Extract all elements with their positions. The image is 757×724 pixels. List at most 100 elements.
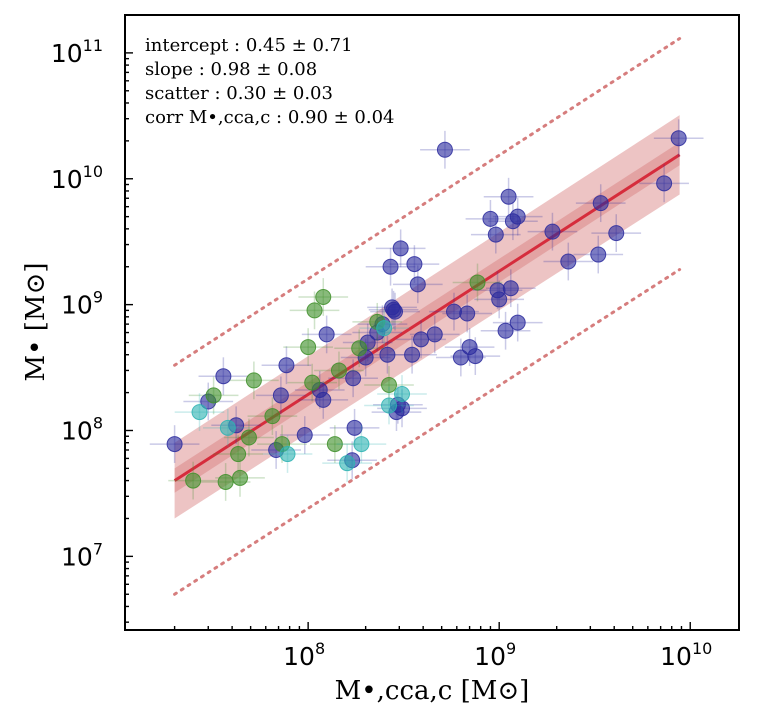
point-marker — [445, 303, 462, 320]
point-marker — [215, 368, 232, 385]
point-marker — [487, 226, 504, 243]
y-tick-label: 107 — [61, 539, 103, 571]
point-marker — [315, 288, 332, 305]
data-point — [452, 263, 503, 302]
point-marker — [509, 208, 526, 225]
point-marker — [560, 253, 577, 270]
data-point — [261, 346, 312, 385]
point-marker — [166, 436, 183, 453]
point-marker — [592, 195, 609, 212]
point-marker — [406, 256, 423, 273]
point-marker — [339, 455, 356, 472]
data-point — [298, 278, 349, 316]
point-marker — [296, 427, 313, 444]
data-point — [168, 461, 218, 500]
points-layer — [149, 119, 704, 501]
data-point — [483, 177, 534, 216]
data-point — [409, 315, 460, 354]
data-point — [262, 435, 313, 473]
data-point — [359, 309, 409, 348]
point-marker — [353, 436, 370, 453]
point-marker — [240, 429, 257, 446]
data-point — [336, 425, 387, 463]
point-marker — [544, 223, 561, 240]
data-point — [322, 444, 372, 483]
data-point — [375, 229, 426, 268]
y-tick-label: 1011 — [51, 36, 103, 68]
point-marker — [387, 303, 404, 320]
annotation-corr: corr M•,cca,c : 0.90 ± 0.04 — [145, 107, 395, 128]
point-marker — [185, 472, 202, 489]
point-marker — [300, 339, 317, 356]
annotation-slope: slope : 0.98 ± 0.08 — [145, 59, 317, 80]
data-point — [328, 359, 378, 398]
data-point — [283, 328, 333, 366]
point-marker — [279, 446, 296, 463]
point-marker — [656, 175, 673, 192]
data-point — [215, 459, 265, 497]
data-point — [365, 247, 416, 286]
data-point — [420, 130, 470, 169]
point-marker — [315, 391, 332, 408]
data-point — [256, 376, 306, 415]
x-tick-label: 109 — [474, 639, 516, 671]
data-point — [653, 119, 704, 158]
data-point — [198, 357, 249, 396]
point-marker — [304, 374, 321, 391]
point-marker — [590, 246, 607, 263]
point-marker — [272, 387, 289, 404]
point-marker — [500, 188, 517, 205]
point-marker — [217, 473, 234, 490]
data-point — [224, 418, 274, 457]
point-marker — [245, 372, 262, 389]
data-point — [480, 311, 531, 350]
point-marker — [469, 274, 486, 291]
x-axis-title: M•,cca,c [M⊙] — [335, 676, 530, 706]
data-point — [389, 245, 440, 283]
data-point — [279, 416, 330, 454]
point-marker — [379, 346, 396, 363]
point-marker — [351, 340, 368, 357]
data-point — [465, 199, 516, 238]
data-point — [450, 337, 501, 375]
data-point — [301, 315, 352, 354]
data-point — [364, 386, 414, 425]
point-marker — [345, 370, 362, 387]
data-point — [314, 351, 364, 390]
point-marker — [497, 322, 514, 339]
data-point — [229, 361, 279, 400]
data-point — [334, 329, 385, 368]
data-point — [575, 184, 626, 223]
data-point — [442, 294, 493, 333]
point-marker — [326, 436, 343, 453]
y-tick-label: 109 — [61, 288, 103, 320]
point-marker — [264, 408, 281, 425]
data-point — [527, 212, 578, 251]
y-tick-label: 108 — [61, 413, 103, 445]
data-point — [149, 425, 200, 463]
point-marker — [670, 130, 687, 147]
point-marker — [278, 357, 295, 374]
x-tick-label: 108 — [283, 639, 325, 671]
data-point — [492, 303, 543, 342]
data-point — [492, 197, 543, 236]
x-tick-label: 1010 — [660, 639, 712, 671]
point-marker — [459, 305, 476, 322]
point-marker — [346, 419, 363, 436]
point-marker — [502, 280, 519, 297]
point-marker — [318, 326, 335, 343]
point-marker — [491, 291, 508, 308]
point-marker — [232, 469, 249, 486]
data-point — [289, 291, 340, 330]
point-marker — [392, 240, 409, 257]
data-point — [474, 280, 525, 319]
point-marker — [219, 419, 236, 436]
point-marker — [191, 404, 208, 421]
data-point — [203, 408, 253, 447]
point-marker — [409, 276, 426, 293]
point-marker — [482, 210, 499, 227]
data-point — [310, 425, 360, 463]
annotation-scatter: scatter : 0.30 ± 0.03 — [145, 83, 333, 104]
point-marker — [205, 387, 222, 404]
point-marker — [380, 397, 397, 414]
